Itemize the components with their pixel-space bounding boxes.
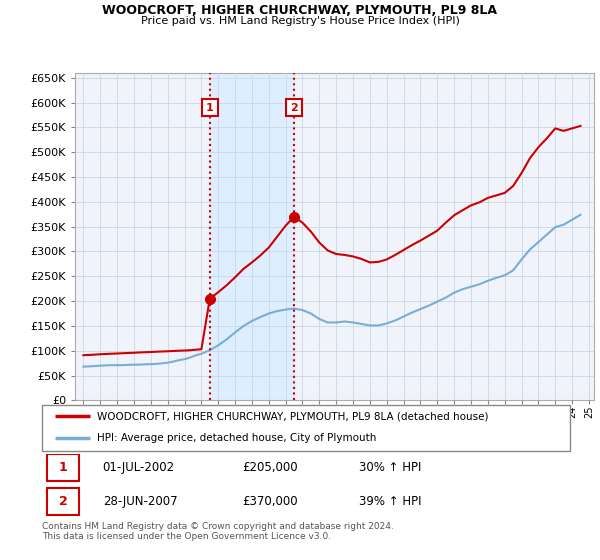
Text: 39% ↑ HPI: 39% ↑ HPI [359, 496, 421, 508]
Text: Price paid vs. HM Land Registry's House Price Index (HPI): Price paid vs. HM Land Registry's House … [140, 16, 460, 26]
Text: HPI: Average price, detached house, City of Plymouth: HPI: Average price, detached house, City… [97, 433, 377, 443]
FancyBboxPatch shape [42, 405, 570, 451]
Text: 1: 1 [59, 461, 67, 474]
Text: 2: 2 [290, 102, 298, 113]
Text: 01-JUL-2002: 01-JUL-2002 [103, 461, 175, 474]
FancyBboxPatch shape [47, 488, 79, 515]
FancyBboxPatch shape [47, 454, 79, 481]
Text: 2: 2 [59, 496, 67, 508]
Text: £370,000: £370,000 [242, 496, 298, 508]
Bar [210, 73, 294, 400]
Text: WOODCROFT, HIGHER CHURCHWAY, PLYMOUTH, PL9 8LA: WOODCROFT, HIGHER CHURCHWAY, PLYMOUTH, P… [103, 4, 497, 17]
Text: 1: 1 [206, 102, 214, 113]
Text: £205,000: £205,000 [242, 461, 298, 474]
Text: 28-JUN-2007: 28-JUN-2007 [103, 496, 178, 508]
Text: 30% ↑ HPI: 30% ↑ HPI [359, 461, 421, 474]
Text: WOODCROFT, HIGHER CHURCHWAY, PLYMOUTH, PL9 8LA (detached house): WOODCROFT, HIGHER CHURCHWAY, PLYMOUTH, P… [97, 412, 489, 421]
Text: Contains HM Land Registry data © Crown copyright and database right 2024.
This d: Contains HM Land Registry data © Crown c… [42, 522, 394, 542]
